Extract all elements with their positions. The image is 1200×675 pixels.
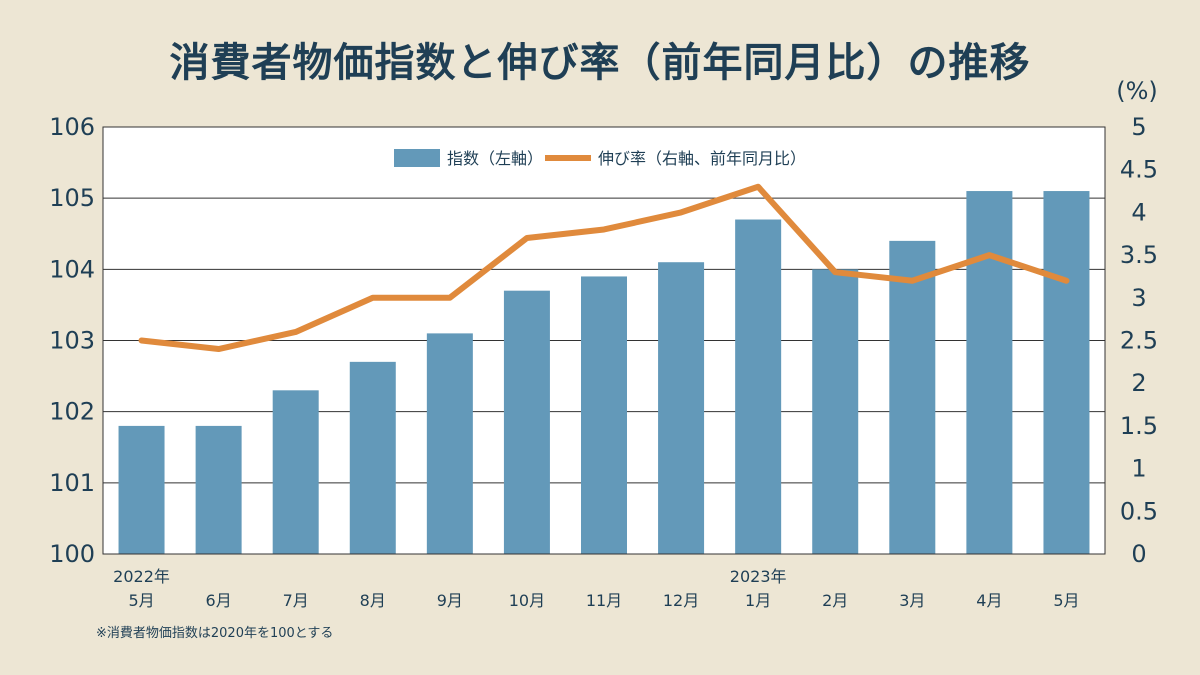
bar xyxy=(966,191,1013,555)
plot-border xyxy=(102,126,1106,555)
x-axis-tick-label: 3月 xyxy=(899,591,925,610)
left-axis-tick-label: 104 xyxy=(49,255,95,283)
left-axis-tick-label: 101 xyxy=(49,469,95,497)
left-axis-tick-label: 103 xyxy=(49,327,95,355)
x-axis-tick-label: 2月 xyxy=(822,591,848,610)
left-axis-tick-label: 106 xyxy=(49,113,95,141)
right-axis-tick-label: 2.5 xyxy=(1120,327,1158,355)
right-axis-tick-label: 3 xyxy=(1131,284,1146,312)
legend-bar-label: 指数（左軸） xyxy=(447,149,543,168)
right-axis-unit: (%) xyxy=(1116,77,1158,105)
right-axis-tick-label: 1 xyxy=(1131,455,1146,483)
right-axis-tick-label: 4.5 xyxy=(1120,156,1158,184)
x-axis-tick-label: 1月 xyxy=(745,591,771,610)
growth-rate-series-line xyxy=(138,183,1070,353)
x-axis-tick-label: 8月 xyxy=(360,591,386,610)
bar xyxy=(426,333,473,554)
x-axis-ticks: 5月 6月 7月 8月 9月 10月 11月 12月 1月 2月 3月 4月 5月 2022年 2023年 xyxy=(113,567,1079,610)
bar xyxy=(118,425,165,554)
bar xyxy=(1043,191,1090,555)
bar xyxy=(658,262,705,554)
right-axis-tick-label: 0.5 xyxy=(1120,497,1158,525)
x-axis-year-label: 2023年 xyxy=(730,567,787,586)
x-axis-tick-label: 7月 xyxy=(283,591,309,610)
bar xyxy=(889,240,936,554)
right-axis-tick-label: 3.5 xyxy=(1120,241,1158,269)
legend: 指数（左軸） 伸び率（右軸、前年同月比） xyxy=(394,149,806,168)
x-axis-year-label: 2022年 xyxy=(113,567,170,586)
bar xyxy=(195,425,242,554)
bar xyxy=(581,276,627,554)
left-axis-tick-label: 105 xyxy=(49,184,95,212)
bar xyxy=(272,390,319,554)
x-axis-tick-label: 9月 xyxy=(437,591,463,610)
left-axis-tick-label: 102 xyxy=(49,398,95,426)
right-axis-ticks: 0 0.5 1 1.5 2 2.5 3 3.5 4 4.5 5 xyxy=(1120,113,1158,568)
x-axis-tick-label: 10月 xyxy=(509,591,545,610)
legend-bar-swatch xyxy=(394,149,440,167)
right-axis-tick-label: 5 xyxy=(1131,113,1146,141)
right-axis-tick-label: 2 xyxy=(1131,369,1146,397)
left-axis-tick-label: 100 xyxy=(49,540,95,568)
right-axis-tick-label: 4 xyxy=(1131,198,1146,226)
x-axis-tick-label: 4月 xyxy=(976,591,1002,610)
bars xyxy=(118,191,1090,555)
chart-title: 消費者物価指数と伸び率（前年同月比）の推移 xyxy=(169,40,1031,86)
bar xyxy=(503,290,550,554)
bar xyxy=(349,361,396,554)
x-axis-tick-label: 12月 xyxy=(663,591,699,610)
x-axis-tick-label: 6月 xyxy=(206,591,232,610)
x-axis-tick-label: 5月 xyxy=(1053,591,1079,610)
x-axis-tick-label: 11月 xyxy=(586,591,622,610)
bar xyxy=(812,269,859,554)
right-axis-tick-label: 0 xyxy=(1131,540,1146,568)
x-axis-tick-label: 5月 xyxy=(128,591,154,610)
legend-line-label: 伸び率（右軸、前年同月比） xyxy=(598,149,806,168)
growth-rate-line xyxy=(138,183,1070,353)
right-axis-tick-label: 1.5 xyxy=(1120,412,1158,440)
bar xyxy=(735,219,782,554)
footnote: ※消費者物価指数は2020年を100とする xyxy=(96,626,334,641)
left-axis-ticks: 100 101 102 103 104 105 106 xyxy=(49,113,95,568)
